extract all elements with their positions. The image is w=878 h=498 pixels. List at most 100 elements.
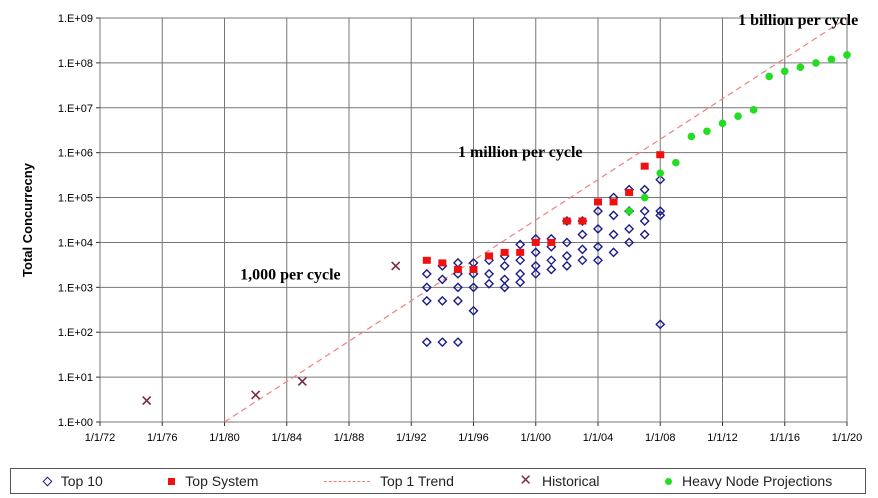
legend: Top 10 Top System Top 1 Trend ✕ Historic… bbox=[10, 468, 866, 494]
heavy-node-point bbox=[656, 169, 665, 177]
y-tick-label: 1.E+01 bbox=[58, 372, 93, 384]
heavy-node-point bbox=[780, 67, 789, 76]
top-system-point bbox=[531, 238, 540, 246]
heavy-node-point bbox=[796, 63, 805, 72]
top10-point bbox=[639, 229, 650, 240]
heavy-node-point bbox=[765, 72, 773, 81]
top10-point bbox=[452, 282, 463, 293]
top10-point bbox=[515, 239, 526, 250]
y-tick-label: 1.E+05 bbox=[58, 193, 93, 205]
y-tick-label: 1.E+00 bbox=[58, 417, 93, 429]
top-system-point bbox=[469, 265, 478, 273]
annotation-label: 1,000 per cycle bbox=[240, 266, 341, 283]
historical-point bbox=[391, 261, 401, 271]
top10-point bbox=[468, 282, 479, 293]
top-system-point bbox=[625, 188, 634, 196]
top-system-point bbox=[594, 198, 602, 206]
top10-point bbox=[437, 337, 448, 348]
x-tick-label: 1/1/84 bbox=[271, 432, 302, 444]
top10-point bbox=[452, 295, 463, 306]
top10-point bbox=[421, 268, 432, 279]
top10-point bbox=[624, 237, 635, 248]
top10-point bbox=[593, 241, 603, 252]
top10-point bbox=[437, 274, 448, 285]
x-axis-ticks: 1/1/72 1/1/76 1/1/80 1/1/84 1/1/88 1/1/92 1/1/… bbox=[85, 422, 863, 444]
x-tick-label: 1/1/88 bbox=[334, 432, 365, 444]
heavy-node-point bbox=[625, 207, 633, 215]
y-axis-label: Total Concurrecny bbox=[20, 162, 35, 277]
annotation-label: 1 million per cycle bbox=[458, 144, 583, 161]
historical-point bbox=[251, 390, 261, 400]
series-square bbox=[422, 151, 665, 273]
x-tick-label: 1/1/20 bbox=[832, 432, 863, 444]
top-system-point bbox=[438, 259, 447, 267]
legend-item-trend: Top 1 Trend bbox=[323, 473, 454, 489]
y-tick-label: 1.E+07 bbox=[58, 103, 93, 115]
concurrency-chart: 1.E+00 1.E+01 1.E+02 1.E+03 1.E+04 1.E+05 1.E+… bbox=[20, 12, 863, 444]
top10-point bbox=[421, 295, 432, 306]
legend-label: Top 10 bbox=[60, 473, 103, 489]
series-dashed-line bbox=[224, 17, 848, 423]
top-system-point bbox=[547, 238, 556, 246]
top10-point bbox=[655, 210, 666, 221]
legend-label: Heavy Node Projections bbox=[682, 473, 833, 489]
y-axis-ticks: 1.E+00 1.E+01 1.E+02 1.E+03 1.E+04 1.E+05 1.E+… bbox=[58, 13, 100, 429]
top-system-point bbox=[485, 252, 494, 260]
top10-point bbox=[577, 229, 588, 240]
x-tick-label: 1/1/00 bbox=[520, 432, 551, 444]
heavy-node-point bbox=[812, 59, 820, 67]
top10-point bbox=[608, 247, 619, 258]
heavy-node-point bbox=[672, 158, 680, 167]
top10-point bbox=[515, 277, 526, 288]
heavy-node-point bbox=[687, 132, 696, 141]
top10-point bbox=[655, 206, 666, 217]
legend-item-top10: Top 10 bbox=[42, 473, 103, 489]
x-tick-label: 1/1/04 bbox=[583, 432, 614, 444]
top10-point bbox=[561, 260, 572, 271]
top10-point bbox=[421, 337, 432, 348]
top10-point bbox=[530, 247, 541, 258]
square-marker-icon bbox=[168, 477, 176, 485]
top10-point bbox=[437, 295, 448, 306]
heavy-node-point bbox=[734, 112, 742, 120]
top10-point bbox=[608, 229, 619, 240]
x-tick-label: 1/1/76 bbox=[147, 432, 178, 444]
legend-item-historical: ✕ Historical bbox=[519, 473, 599, 489]
top10-point bbox=[561, 237, 572, 248]
top10-point bbox=[655, 174, 666, 185]
dashed-line-icon bbox=[323, 480, 370, 482]
historical-point bbox=[142, 396, 152, 406]
legend-item-heavy-node: Heavy Node Projections bbox=[665, 473, 832, 489]
top-system-point bbox=[422, 256, 431, 264]
x-tick-label: 1/1/80 bbox=[209, 432, 240, 444]
heavy-node-point bbox=[640, 193, 649, 202]
series-layer bbox=[142, 17, 851, 423]
legend-label: Top 1 Trend bbox=[379, 473, 454, 489]
x-tick-label: 1/1/96 bbox=[458, 432, 489, 444]
annotations: 1 billion per cycle 1 million per cycle 1,… bbox=[240, 12, 858, 283]
y-tick-label: 1.E+04 bbox=[58, 237, 93, 249]
top10-point bbox=[546, 255, 557, 266]
heavy-node-point bbox=[827, 55, 836, 64]
x-tick-label: 1/1/12 bbox=[707, 432, 738, 444]
legend-item-top-system: Top System bbox=[168, 473, 258, 489]
top10-point bbox=[639, 184, 650, 195]
dot-marker-icon bbox=[665, 477, 673, 485]
y-tick-label: 1.E+06 bbox=[58, 148, 93, 160]
top10-point bbox=[421, 282, 432, 293]
x-tick-label: 1/1/08 bbox=[645, 432, 676, 444]
x-tick-label: 1/1/72 bbox=[85, 432, 116, 444]
top10-point bbox=[484, 268, 495, 279]
top10-point bbox=[608, 210, 619, 221]
top10-point bbox=[639, 206, 650, 217]
top-system-point bbox=[640, 162, 649, 170]
top-system-point bbox=[500, 248, 509, 256]
top10-point bbox=[484, 278, 495, 289]
top10-point bbox=[499, 260, 510, 271]
top10-point bbox=[639, 216, 650, 227]
top10-point bbox=[452, 337, 463, 348]
series-x bbox=[142, 261, 401, 406]
top10-point bbox=[593, 206, 603, 217]
top10-point bbox=[468, 305, 479, 316]
top-system-point bbox=[453, 265, 462, 273]
